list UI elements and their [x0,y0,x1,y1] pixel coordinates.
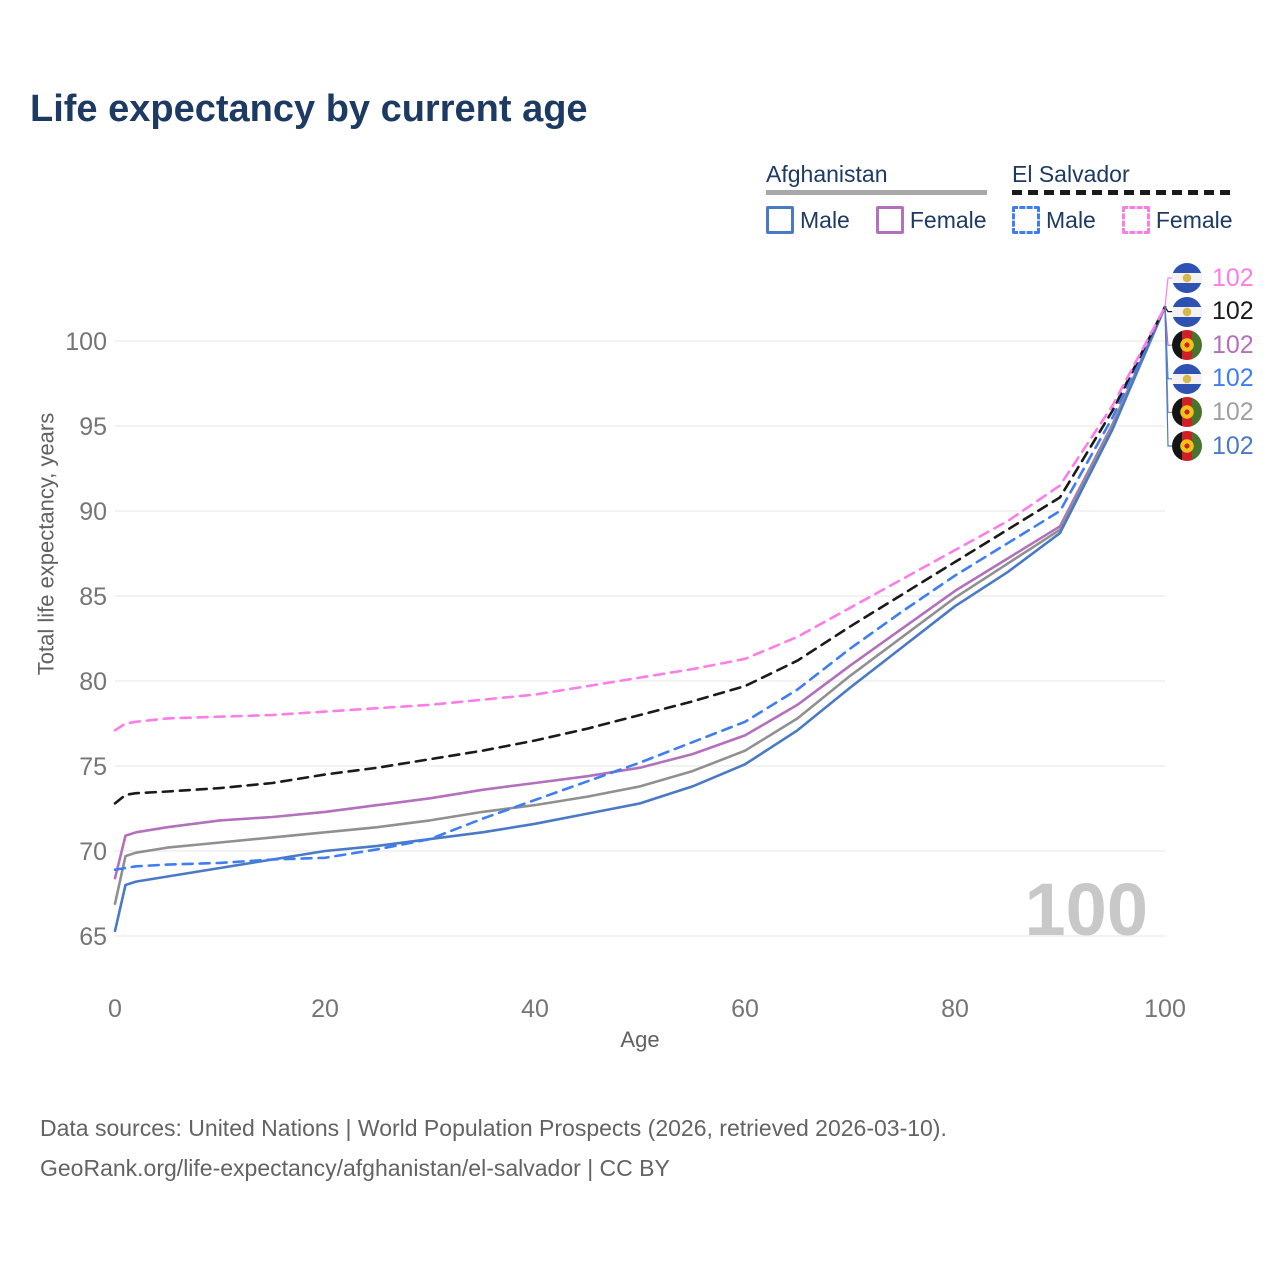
el-salvador-male-swatch[interactable] [1012,206,1040,234]
leader-line-afghanistan-male [1164,306,1173,447]
afghanistan-flag-icon [1172,431,1202,461]
afghanistan-male-swatch[interactable] [766,206,794,234]
end-value-label: 102 [1212,397,1254,426]
el-salvador-male-label[interactable]: Male [1046,206,1096,233]
afghanistan-female-swatch[interactable] [875,206,904,234]
end-label-el-salvador-male: 102 [1172,363,1254,394]
end-value-label: 102 [1212,297,1254,326]
y-tick-label-65: 65 [79,923,107,951]
series-line-afghanistan-both-sexes [113,305,1167,905]
hover-age-watermark: 100 [1024,868,1148,951]
y-tick-label-85: 85 [79,583,107,611]
y-tick-label-90: 90 [79,498,107,526]
end-value-label: 102 [1212,263,1254,292]
end-value-label: 102 [1212,364,1254,393]
end-label-afghanistan-male: 102 [1172,431,1254,461]
end-value-label: 102 [1212,431,1254,460]
end-label-el-salvador-both-sexes: 102 [1172,296,1254,327]
x-tick-label-60: 60 [731,995,759,1023]
el-salvador-female-swatch[interactable] [1121,206,1150,234]
afghanistan-flag-icon [1172,397,1202,428]
legend-country-afghanistan[interactable]: Afghanistan [766,161,888,187]
legend-country-el-salvador[interactable]: El Salvador [1012,161,1130,187]
x-tick-label-40: 40 [521,995,549,1023]
data-sources-text: Data sources: United Nations | World Pop… [40,1115,947,1141]
x-tick-label-20: 20 [311,995,339,1023]
el-salvador-line-style-swatch [1012,190,1233,195]
end-value-label: 102 [1212,330,1254,359]
y-tick-label-70: 70 [79,838,107,866]
y-tick-label-95: 95 [79,413,107,441]
y-tick-label-75: 75 [79,753,107,781]
leader-line-el-salvador-female [1164,277,1173,308]
y-tick-label-80: 80 [79,668,107,696]
series-line-afghanistan-male [113,305,1167,933]
leader-line-el-salvador-both-sexes [1164,306,1173,313]
series-line-el-salvador-male [113,305,1167,871]
series-line-el-salvador-both-sexes [113,305,1167,805]
el-salvador-flag-icon [1172,363,1202,394]
end-label-afghanistan-both-sexes: 102 [1172,397,1254,428]
el-salvador-flag-icon [1172,263,1202,293]
chart-footer: Data sources: United Nations | World Pop… [40,1108,947,1188]
end-label-el-salvador-female: 102 [1172,263,1254,293]
el-salvador-flag-icon [1172,296,1202,327]
afghanistan-male-label[interactable]: Male [800,206,850,233]
attribution-text: GeoRank.org/life-expectancy/afghanistan/… [40,1155,670,1181]
afghanistan-female-label[interactable]: Female [909,206,987,233]
el-salvador-female-label[interactable]: Female [1155,206,1233,233]
x-axis-title: Age [620,1027,660,1052]
end-label-afghanistan-female: 102 [1172,330,1254,361]
legend-group-el-salvador: El Salvador Male Female [1012,160,1233,234]
x-tick-label-100: 100 [1144,995,1186,1023]
legend-group-afghanistan: Afghanistan Male Female [766,160,987,234]
afghanistan-flag-icon [1172,330,1202,361]
series-line-el-salvador-female [113,305,1167,732]
y-tick-label-100: 100 [65,328,107,356]
x-tick-label-0: 0 [108,995,122,1023]
series-line-afghanistan-female [113,305,1167,880]
x-tick-label-80: 80 [941,995,969,1023]
page-title: Life expectancy by current age [30,88,588,130]
afghanistan-line-style-swatch [766,190,987,195]
y-axis-title: Total life expectancy, years [33,412,59,676]
